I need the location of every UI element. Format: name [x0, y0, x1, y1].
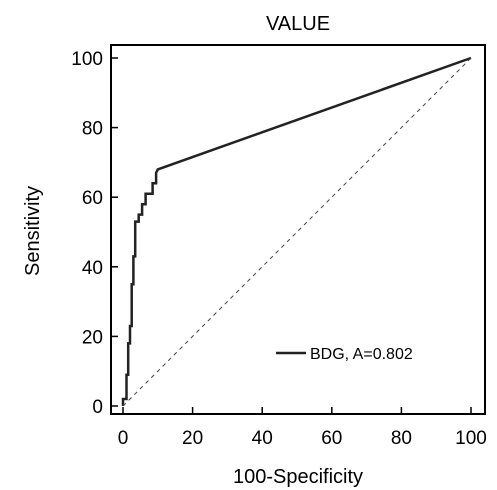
y-tick-label: 80 [82, 119, 103, 140]
x-tick-label: 60 [321, 428, 342, 449]
roc-curve-line [121, 56, 472, 406]
y-axis-ticks: 0 20 40 60 80 100 [71, 49, 118, 418]
x-axis-title: 100-Specificity [233, 466, 363, 488]
series-layer [121, 56, 472, 407]
x-tick-label: 0 [118, 428, 129, 449]
x-tick-label: 80 [391, 428, 412, 449]
y-tick-label: 20 [82, 327, 103, 348]
y-tick-label: 40 [82, 258, 103, 279]
y-tick-label: 60 [82, 188, 103, 209]
legend-label: BDG, A=0.802 [310, 346, 413, 363]
y-axis-title: Sensitivity [22, 186, 44, 276]
x-tick-label: 40 [252, 428, 273, 449]
x-tick-label: 100 [455, 428, 487, 449]
x-axis-ticks: 0 20 40 60 80 100 [118, 407, 487, 449]
x-tick-label: 20 [182, 428, 203, 449]
chart-title: VALUE [266, 13, 330, 35]
y-tick-label: 0 [92, 397, 103, 418]
plot-area-frame [110, 44, 486, 415]
legend: BDG, A=0.802 [276, 346, 413, 363]
reference-diagonal-line [122, 57, 472, 407]
y-tick-label: 100 [71, 49, 103, 70]
